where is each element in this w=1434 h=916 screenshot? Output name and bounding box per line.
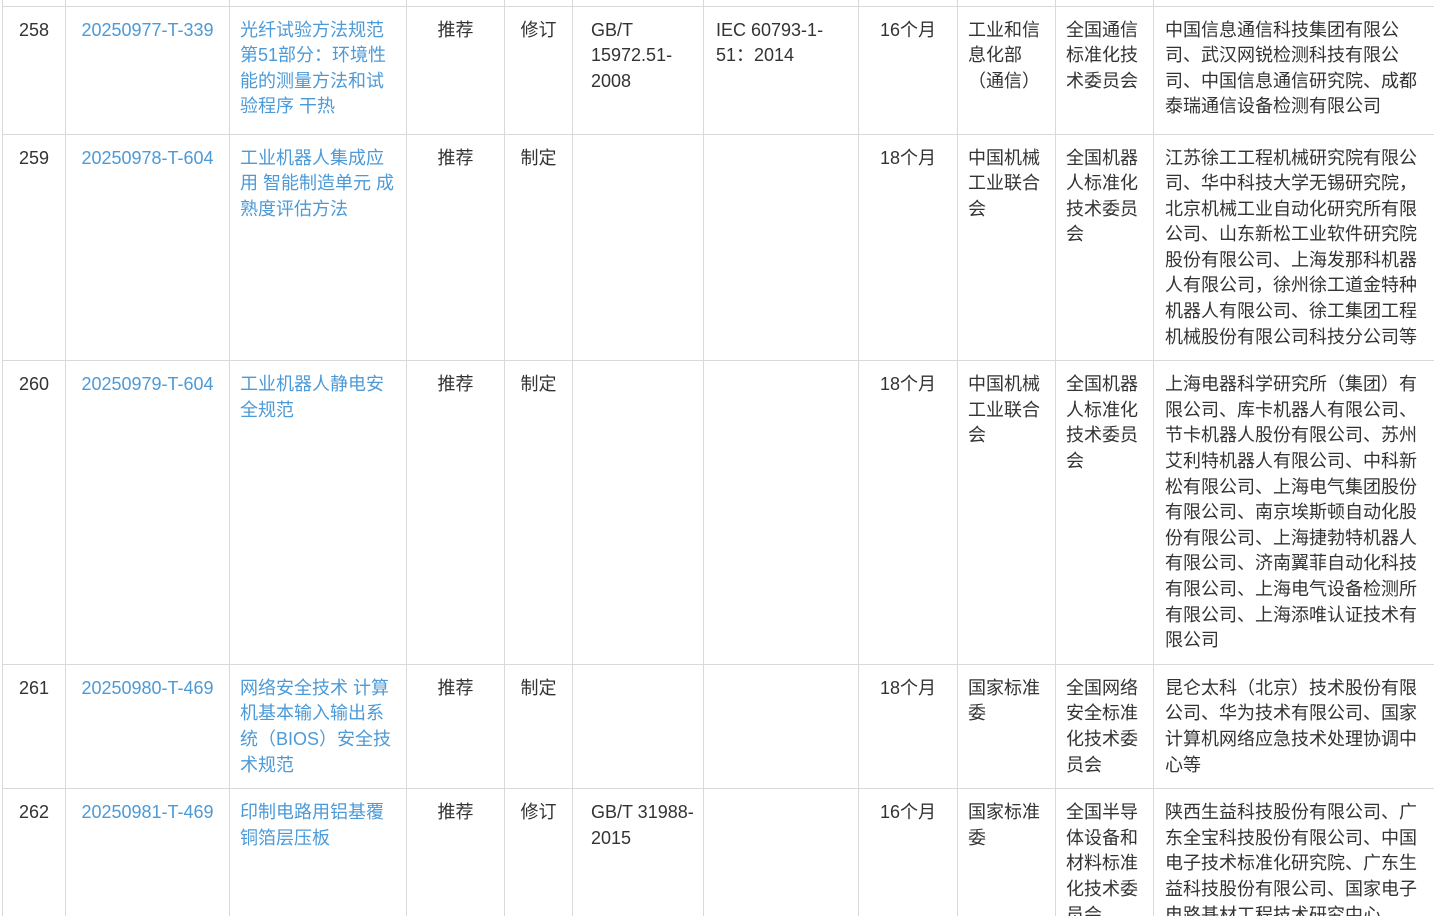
nature-cell: 推荐: [406, 663, 505, 790]
task-type-cell: 修订: [504, 788, 573, 916]
standard-name-link[interactable]: 印制电路用铝基覆铜箔层压板: [240, 802, 384, 848]
seq-cell: 259: [2, 133, 66, 362]
plan-number-cell: 20250980-T-469: [65, 663, 230, 790]
replaced-standard-cell: [572, 133, 704, 362]
department-cell: 中国机械工业联合会: [957, 133, 1056, 362]
adopted-standard-cell: [703, 788, 859, 916]
duration-cell: 18个月: [858, 663, 958, 790]
committee-cell: 全国机器人标准化技术委员会: [1055, 360, 1154, 665]
task-type-cell: 制定: [504, 663, 573, 790]
adopted-standard-cell: [703, 133, 859, 362]
table-row: 262 20250981-T-469 印制电路用铝基覆铜箔层压板 推荐 修订 G…: [2, 788, 1434, 916]
adopted-standard-cell: [703, 663, 859, 790]
plan-number-cell: 20250977-T-339: [65, 5, 230, 135]
plan-number-link[interactable]: 20250981-T-469: [81, 802, 214, 823]
standard-name-cell: 网络安全技术 计算机基本输入输出系统（BIOS）安全技术规范: [229, 663, 407, 790]
department-cell: 工业和信息化部（通信）: [957, 5, 1056, 135]
task-type-cell: 修订: [504, 5, 573, 135]
committee-cell: 全国网络安全标准化技术委员会: [1055, 663, 1154, 790]
replaced-standard-cell: GB/T 31988-2015: [572, 788, 704, 916]
standard-name-cell: 印制电路用铝基覆铜箔层压板: [229, 788, 407, 916]
department-cell: 中国机械工业联合会: [957, 360, 1056, 665]
duration-cell: 16个月: [858, 5, 958, 135]
seq-cell: 262: [2, 788, 66, 916]
seq-cell: 258: [2, 5, 66, 135]
plan-number-cell: 20250981-T-469: [65, 788, 230, 916]
organizations-cell: 江苏徐工工程机械研究院有限公司、华中科技大学无锡研究院，北京机械工业自动化研究所…: [1153, 133, 1434, 362]
standard-name-link[interactable]: 网络安全技术 计算机基本输入输出系统（BIOS）安全技术规范: [240, 677, 392, 775]
plan-number-cell: 20250978-T-604: [65, 133, 230, 362]
seq-cell: 260: [2, 360, 66, 665]
standard-name-cell: 光纤试验方法规范 第51部分：环境性能的测量方法和试验程序 干热: [229, 5, 407, 135]
replaced-standard-cell: GB/T 15972.51-2008: [572, 5, 704, 135]
replaced-standard-cell: [572, 663, 704, 790]
plan-number-cell: 20250979-T-604: [65, 360, 230, 665]
plan-number-link[interactable]: 20250980-T-469: [81, 677, 214, 698]
duration-cell: 16个月: [858, 788, 958, 916]
table-row: 258 20250977-T-339 光纤试验方法规范 第51部分：环境性能的测…: [2, 5, 1434, 135]
standard-name-link[interactable]: 工业机器人静电安全规范: [240, 374, 384, 420]
standard-name-link[interactable]: 光纤试验方法规范 第51部分：环境性能的测量方法和试验程序 干热: [240, 19, 387, 117]
nature-cell: 推荐: [406, 788, 505, 916]
table-row: 260 20250979-T-604 工业机器人静电安全规范 推荐 制定 18个…: [2, 360, 1434, 665]
duration-cell: 18个月: [858, 133, 958, 362]
plan-number-link[interactable]: 20250978-T-604: [81, 147, 214, 168]
duration-cell: 18个月: [858, 360, 958, 665]
table-row: 261 20250980-T-469 网络安全技术 计算机基本输入输出系统（BI…: [2, 663, 1434, 790]
committee-cell: 全国半导体设备和材料标准化技术委员会: [1055, 788, 1154, 916]
standard-name-cell: 工业机器人静电安全规范: [229, 360, 407, 665]
organizations-cell: 陕西生益科技股份有限公司、广东全宝科技股份有限公司、中国电子技术标准化研究院、广…: [1153, 788, 1434, 916]
plan-number-link[interactable]: 20250979-T-604: [81, 374, 214, 395]
committee-cell: 全国机器人标准化技术委员会: [1055, 133, 1154, 362]
standard-name-cell: 工业机器人集成应用 智能制造单元 成熟度评估方法: [229, 133, 407, 362]
seq-cell: 261: [2, 663, 66, 790]
task-type-cell: 制定: [504, 360, 573, 665]
department-cell: 国家标准委: [957, 788, 1056, 916]
organizations-cell: 上海电器科学研究所（集团）有限公司、库卡机器人有限公司、节卡机器人股份有限公司、…: [1153, 360, 1434, 665]
organizations-cell: 中国信息通信科技集团有限公司、武汉网锐检测科技有限公司、中国信息通信研究院、成都…: [1153, 5, 1434, 135]
department-cell: 国家标准委: [957, 663, 1056, 790]
table-row: 259 20250978-T-604 工业机器人集成应用 智能制造单元 成熟度评…: [2, 133, 1434, 362]
replaced-standard-cell: [572, 360, 704, 665]
organizations-cell: 昆仑太科（北京）技术股份有限公司、华为技术有限公司、国家计算机网络应急技术处理协…: [1153, 663, 1434, 790]
plan-number-link[interactable]: 20250977-T-339: [81, 19, 214, 40]
nature-cell: 推荐: [406, 5, 505, 135]
adopted-standard-cell: [703, 360, 859, 665]
nature-cell: 推荐: [406, 133, 505, 362]
nature-cell: 推荐: [406, 360, 505, 665]
standard-name-link[interactable]: 工业机器人集成应用 智能制造单元 成熟度评估方法: [240, 147, 395, 219]
adopted-standard-cell: IEC 60793-1-51：2014: [703, 5, 859, 135]
task-type-cell: 制定: [504, 133, 573, 362]
committee-cell: 全国通信标准化技术委员会: [1055, 5, 1154, 135]
